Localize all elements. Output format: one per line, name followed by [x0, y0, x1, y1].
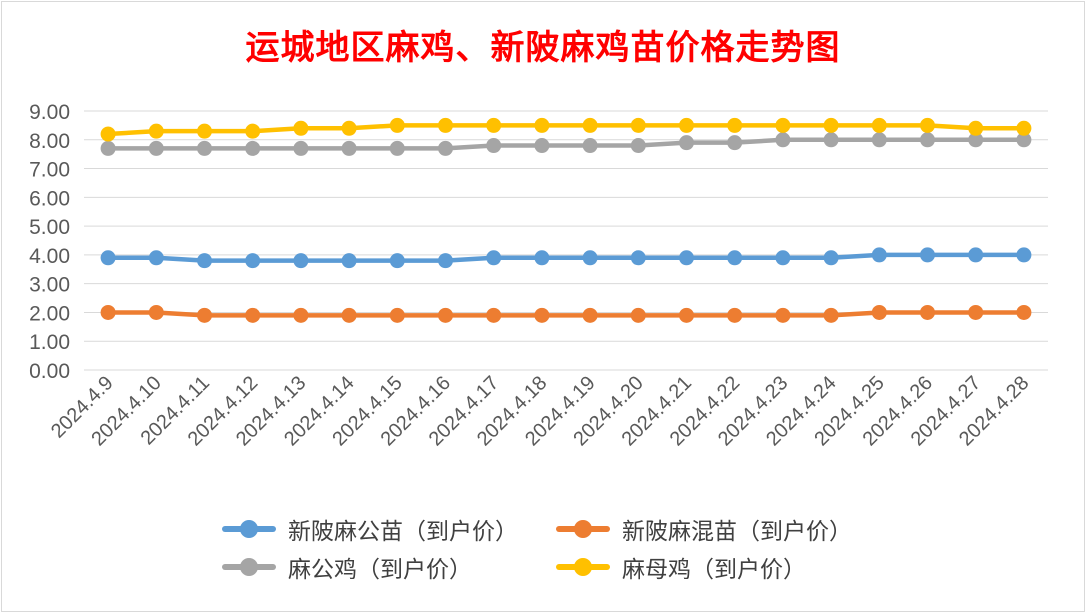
- data-point: [679, 250, 694, 266]
- data-point: [341, 140, 357, 156]
- data-point: [438, 117, 453, 133]
- data-point: [582, 117, 598, 133]
- data-point: [823, 117, 839, 133]
- series-line: [105, 310, 1027, 318]
- data-point: [293, 307, 309, 323]
- data-point: [534, 138, 550, 154]
- data-point: [486, 307, 502, 323]
- data-point: [148, 250, 164, 266]
- data-point: [389, 117, 405, 133]
- data-point: [582, 307, 598, 323]
- data-point: [630, 117, 646, 133]
- data-point: [968, 247, 984, 263]
- data-point: [727, 250, 743, 266]
- data-point: [245, 123, 261, 139]
- data-point: [293, 253, 309, 269]
- data-point: [823, 132, 839, 148]
- y-tick-label: 9.00: [29, 101, 70, 124]
- data-point: [100, 126, 116, 142]
- data-point: [389, 253, 405, 269]
- data-point: [630, 250, 646, 266]
- data-point: [341, 253, 357, 269]
- data-point: [148, 123, 164, 139]
- data-point: [534, 250, 550, 266]
- data-point: [148, 304, 164, 320]
- chart-title: 运城地区麻鸡、新陂麻鸡苗价格走势图: [245, 28, 841, 68]
- data-point: [920, 117, 935, 133]
- data-point: [534, 307, 550, 323]
- data-point: [630, 307, 646, 323]
- data-point: [293, 120, 309, 136]
- data-point: [920, 132, 935, 148]
- data-point: [582, 138, 598, 154]
- data-point: [100, 250, 116, 266]
- data-point: [630, 138, 646, 154]
- y-tick-label: 7.00: [29, 159, 70, 182]
- y-tick-label: 6.00: [29, 187, 70, 210]
- y-tick-label: 4.00: [29, 245, 70, 268]
- data-point: [245, 307, 261, 323]
- data-point: [871, 304, 887, 320]
- data-point: [486, 117, 502, 133]
- data-point: [341, 120, 357, 136]
- data-point: [245, 140, 261, 156]
- data-point: [148, 140, 164, 156]
- data-point: [775, 117, 791, 133]
- data-point: [534, 117, 550, 133]
- data-point: [920, 304, 935, 320]
- data-point: [582, 250, 598, 266]
- data-point: [775, 250, 791, 266]
- data-point: [486, 250, 502, 266]
- data-point: [197, 123, 212, 139]
- data-point: [293, 140, 309, 156]
- data-point: [871, 117, 887, 133]
- data-point: [1016, 120, 1032, 136]
- data-point: [775, 132, 791, 148]
- data-point: [968, 120, 984, 136]
- data-point: [727, 135, 743, 151]
- data-point: [727, 117, 743, 133]
- data-point: [438, 307, 453, 323]
- y-tick-label: 1.00: [29, 331, 70, 354]
- data-point: [100, 140, 116, 156]
- data-point: [1016, 132, 1032, 148]
- data-point: [245, 253, 261, 269]
- series-line: [105, 137, 1027, 151]
- data-point: [679, 117, 694, 133]
- data-point: [823, 307, 839, 323]
- data-point: [389, 307, 405, 323]
- data-point: [1016, 247, 1032, 263]
- y-tick-label: 0.00: [29, 360, 70, 383]
- data-point: [389, 140, 405, 156]
- data-point: [341, 307, 357, 323]
- data-point: [100, 304, 116, 320]
- y-tick-label: 3.00: [29, 274, 70, 297]
- series-line: [105, 123, 1027, 137]
- data-point: [197, 307, 212, 323]
- data-point: [679, 135, 694, 151]
- data-point: [871, 132, 887, 148]
- data-point: [197, 140, 212, 156]
- data-point: [486, 138, 502, 154]
- data-point: [727, 307, 743, 323]
- data-point: [968, 132, 984, 148]
- data-point: [920, 247, 935, 263]
- data-point: [438, 253, 453, 269]
- y-tick-label: 8.00: [29, 130, 70, 153]
- y-tick-label: 2.00: [29, 302, 70, 325]
- y-tick-label: 5.00: [29, 216, 70, 239]
- data-point: [197, 253, 212, 269]
- data-point: [823, 250, 839, 266]
- data-point: [968, 304, 984, 320]
- series-line: [105, 252, 1027, 263]
- data-point: [871, 247, 887, 263]
- data-point: [679, 307, 694, 323]
- data-point: [1016, 304, 1032, 320]
- data-point: [775, 307, 791, 323]
- data-point: [438, 140, 453, 156]
